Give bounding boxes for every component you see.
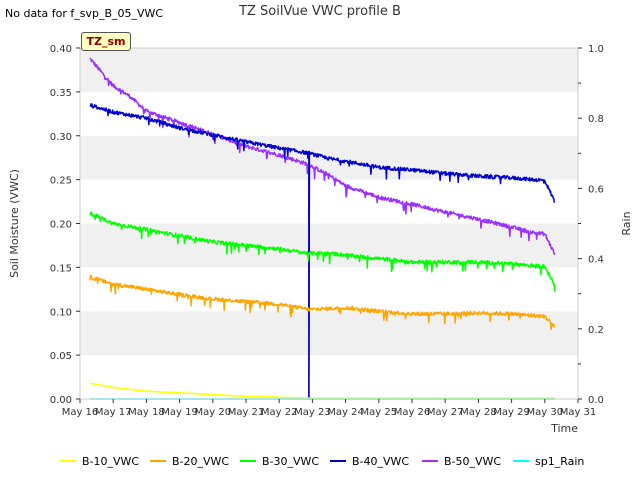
x-tick-label: May 28 <box>460 407 497 418</box>
y-tick-label: 0.10 <box>50 307 72 318</box>
series-line-B-30_VWC <box>89 211 556 292</box>
y-tick-label: 0.00 <box>50 395 72 406</box>
x-tick-label: May 21 <box>228 407 265 418</box>
legend-item: B-20_VWC <box>150 452 229 470</box>
x-axis-label: Time <box>550 422 578 435</box>
y2-tick-label: 0.4 <box>588 255 604 266</box>
y-axis-left: 0.00 0.05 0.10 0.15 0.20 0.25 0.30 0.35 0.40 <box>50 44 80 406</box>
legend-item: sp1_Rain <box>513 452 584 470</box>
x-tick-label: May 18 <box>128 407 165 418</box>
legend-swatch <box>513 460 529 462</box>
legend-item: B-30_VWC <box>240 452 319 470</box>
x-tick-label: May 25 <box>361 407 398 418</box>
grid-band <box>80 48 578 92</box>
legend-swatch <box>150 460 166 462</box>
x-tick-label: May 23 <box>294 407 331 418</box>
legend-label: sp1_Rain <box>535 454 585 468</box>
y-tick-label: 0.20 <box>50 220 72 231</box>
series-line-B-10_VWC <box>89 382 555 400</box>
legend-item: B-40_VWC <box>330 452 409 470</box>
y2-tick-label: 0.6 <box>588 184 604 195</box>
series-line-B-40_VWC <box>89 103 556 400</box>
series-line-B-50_VWC <box>89 57 556 400</box>
station-badge: TZ_sm <box>81 32 131 51</box>
y2-tick-label: 1.0 <box>588 44 604 55</box>
x-tick-label: May 19 <box>161 407 198 418</box>
y-tick-label: 0.35 <box>50 88 72 99</box>
background-bands <box>80 48 578 399</box>
x-tick-label: May 20 <box>195 407 232 418</box>
grid-band <box>80 91 578 136</box>
grid-band <box>80 355 578 399</box>
legend-label: B-10_VWC <box>82 454 140 468</box>
x-tick-label: May 24 <box>327 407 364 418</box>
grid-band <box>80 179 578 224</box>
legend-label: B-30_VWC <box>262 454 320 468</box>
x-tick-label: May 26 <box>394 407 431 418</box>
legend-label: B-40_VWC <box>352 454 410 468</box>
grid-band <box>80 267 578 312</box>
x-tick-label: May 17 <box>95 407 132 418</box>
x-tick-label: May 22 <box>261 407 298 418</box>
legend-item: B-50_VWC <box>422 452 501 470</box>
series-line-B-20_VWC <box>89 274 556 331</box>
no-data-note: No data for f_svp_B_05_VWC <box>5 7 164 20</box>
x-tick-label: May 27 <box>427 407 464 418</box>
x-tick-label: May 30 <box>527 407 564 418</box>
legend-item: B-10_VWC <box>60 452 139 470</box>
y-axis-label: Soil Moisture (VWC) <box>8 169 21 278</box>
legend: B-10_VWC B-20_VWC B-30_VWC B-40_VWC B-50_VWC… <box>0 452 640 470</box>
chart-title: TZ SoilVue VWC profile B <box>239 4 401 19</box>
y-axis-right: 0.0 0.2 0.4 0.6 0.8 1.0 <box>578 44 604 406</box>
y-tick-label: 0.05 <box>50 351 72 362</box>
legend-swatch <box>240 460 256 462</box>
x-tick-label: May 16 <box>62 407 99 418</box>
y2-tick-label: 0.0 <box>588 395 604 406</box>
y2-axis-label: Rain <box>620 211 633 235</box>
y2-tick-label: 0.2 <box>588 325 604 336</box>
legend-swatch <box>422 460 438 462</box>
y-tick-label: 0.15 <box>50 263 72 274</box>
x-tick-label: May 31 <box>560 407 597 418</box>
grid-band <box>80 311 578 356</box>
y2-tick-label: 0.8 <box>588 114 604 125</box>
legend-label: B-20_VWC <box>172 454 230 468</box>
y-tick-label: 0.40 <box>50 44 72 55</box>
legend-swatch <box>330 460 346 462</box>
legend-label: B-50_VWC <box>444 454 502 468</box>
x-tick-label: May 29 <box>493 407 530 418</box>
y-tick-label: 0.30 <box>50 132 72 143</box>
y-tick-label: 0.25 <box>50 176 72 187</box>
legend-swatch <box>60 460 76 462</box>
